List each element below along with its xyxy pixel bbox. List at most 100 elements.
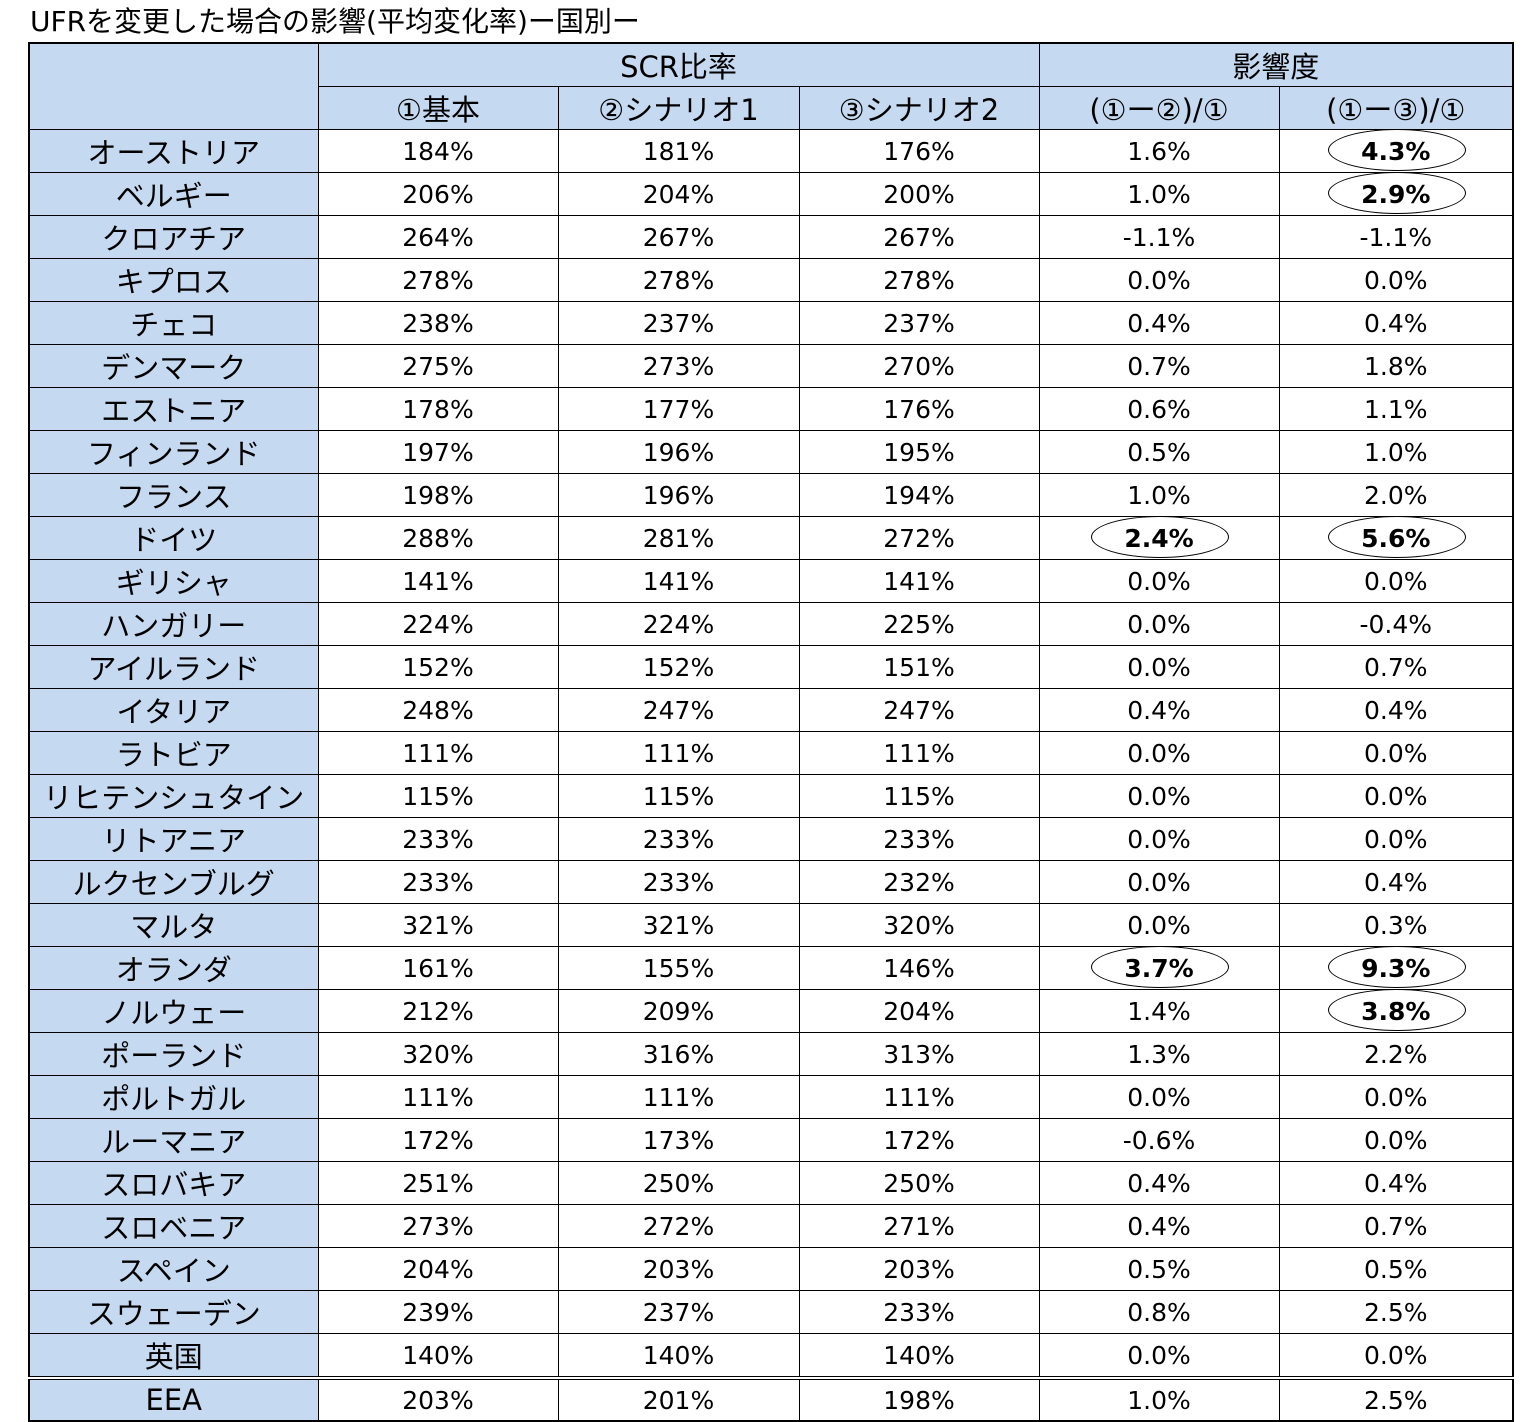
value-cell: 0.5% — [1038, 430, 1280, 474]
value-cell: 272% — [798, 516, 1040, 560]
value-cell: 0.0% — [1038, 559, 1280, 603]
header-row: ①基本 ②シナリオ1 ③シナリオ2 (①ー②)/① (①ー③)/① — [29, 86, 1514, 130]
value-cell: 161% — [317, 946, 559, 990]
value-cell: 264% — [317, 215, 559, 259]
value-cell: 9.3% — [1278, 946, 1514, 990]
value-cell: 0.0% — [1038, 1333, 1280, 1379]
total-value: 198% — [798, 1376, 1040, 1422]
value-cell: -1.1% — [1278, 215, 1514, 259]
value-cell: 140% — [317, 1333, 559, 1379]
value-cell: 197% — [317, 430, 559, 474]
value-cell: 2.2% — [1278, 1032, 1514, 1076]
value-cell: 5.6% — [1278, 516, 1514, 560]
value-cell: 271% — [798, 1204, 1040, 1248]
value-cell: 176% — [798, 129, 1040, 173]
data-row: キプロス 278% 278% 278% 0.0% 0.0% — [28, 258, 1514, 302]
value-cell: 140% — [557, 1333, 800, 1379]
value-cell: 204% — [317, 1247, 559, 1291]
data-row: クロアチア 264% 267% 267% -1.1% -1.1% — [28, 215, 1514, 259]
value-cell: 196% — [557, 430, 800, 474]
value-cell: 212% — [317, 989, 559, 1033]
value-cell: -0.4% — [1278, 602, 1514, 646]
value-cell: 152% — [317, 645, 559, 689]
value-cell: 1.0% — [1278, 430, 1514, 474]
value-cell: 141% — [557, 559, 800, 603]
value-cell: 320% — [317, 1032, 559, 1076]
country-name: オランダ — [28, 946, 319, 990]
value-cell: 0.0% — [1038, 860, 1280, 904]
value-cell: 111% — [798, 731, 1040, 775]
value-cell: 0.0% — [1038, 258, 1280, 302]
value-cell: 206% — [317, 172, 559, 216]
value-cell: 0.0% — [1278, 559, 1514, 603]
value-cell: 2.4% — [1038, 516, 1280, 560]
value-cell: 111% — [317, 1075, 559, 1119]
data-row: ギリシャ 141% 141% 141% 0.0% 0.0% — [28, 559, 1514, 603]
value-cell: 2.9% — [1278, 172, 1514, 216]
value-cell: 1.0% — [1038, 172, 1280, 216]
country-name: 英国 — [28, 1333, 319, 1379]
value-cell: 1.1% — [1278, 387, 1514, 431]
value-cell: 209% — [557, 989, 800, 1033]
column-header: ③シナリオ2 — [798, 86, 1040, 130]
data-row: ノルウェー 212% 209% 204% 1.4% 3.8% — [28, 989, 1514, 1033]
value-cell: 178% — [317, 387, 559, 431]
column-header: ②シナリオ1 — [557, 86, 800, 130]
value-cell: 321% — [317, 903, 559, 947]
value-cell: 184% — [317, 129, 559, 173]
value-cell: 0.0% — [1038, 903, 1280, 947]
value-cell: 3.8% — [1278, 989, 1514, 1033]
value-cell: 250% — [798, 1161, 1040, 1205]
value-cell: 237% — [798, 301, 1040, 345]
data-row: ハンガリー 224% 224% 225% 0.0% -0.4% — [28, 602, 1514, 646]
value-cell: 0.0% — [1038, 645, 1280, 689]
value-cell: 0.0% — [1278, 774, 1514, 818]
value-cell: 1.6% — [1038, 129, 1280, 173]
group-header: 影響度 — [1038, 42, 1514, 87]
value-cell: 0.7% — [1278, 1204, 1514, 1248]
country-name: ドイツ — [28, 516, 319, 560]
country-name: エストニア — [28, 387, 319, 431]
value-cell: 225% — [798, 602, 1040, 646]
data-row: イタリア 248% 247% 247% 0.4% 0.4% — [28, 688, 1514, 732]
country-name: チェコ — [28, 301, 319, 345]
value-cell: 0.0% — [1278, 1333, 1514, 1379]
data-row: ドイツ 288% 281% 272% 2.4% 5.6% — [28, 516, 1514, 560]
total-value: 203% — [317, 1376, 559, 1422]
data-row: オランダ 161% 155% 146% 3.7% 9.3% — [28, 946, 1514, 990]
data-row: スロバキア 251% 250% 250% 0.4% 0.4% — [28, 1161, 1514, 1205]
data-row: アイルランド 152% 152% 151% 0.0% 0.7% — [28, 645, 1514, 689]
country-name: ベルギー — [28, 172, 319, 216]
data-row: ラトビア 111% 111% 111% 0.0% 0.0% — [28, 731, 1514, 775]
value-cell: 0.0% — [1038, 1075, 1280, 1119]
value-cell: 0.7% — [1038, 344, 1280, 388]
country-name: ラトビア — [28, 731, 319, 775]
value-cell: 3.7% — [1038, 946, 1280, 990]
value-cell: 173% — [557, 1118, 800, 1162]
value-cell: 237% — [557, 1290, 800, 1334]
value-cell: 0.7% — [1278, 645, 1514, 689]
value-cell: 172% — [798, 1118, 1040, 1162]
value-cell: 0.4% — [1038, 1204, 1280, 1248]
value-cell: 0.0% — [1038, 602, 1280, 646]
value-cell: 316% — [557, 1032, 800, 1076]
value-cell: 111% — [317, 731, 559, 775]
country-name: ポルトガル — [28, 1075, 319, 1119]
value-cell: 111% — [557, 1075, 800, 1119]
data-row: 英国 140% 140% 140% 0.0% 0.0% — [28, 1333, 1514, 1379]
country-name: クロアチア — [28, 215, 319, 259]
total-row: EEA 203% 201% 198% 1.0% 2.5% — [28, 1376, 1514, 1422]
country-name: オーストリア — [28, 129, 319, 173]
value-cell: 275% — [317, 344, 559, 388]
value-cell: 0.5% — [1038, 1247, 1280, 1291]
value-cell: 140% — [798, 1333, 1040, 1379]
data-row: リトアニア 233% 233% 233% 0.0% 0.0% — [28, 817, 1514, 861]
value-cell: 0.0% — [1038, 731, 1280, 775]
header-row: SCR比率 影響度 — [28, 42, 1514, 130]
country-name: ハンガリー — [28, 602, 319, 646]
data-row: ベルギー 206% 204% 200% 1.0% 2.9% — [28, 172, 1514, 216]
value-cell: 115% — [317, 774, 559, 818]
value-cell: 272% — [557, 1204, 800, 1248]
value-cell: 250% — [557, 1161, 800, 1205]
value-cell: 237% — [557, 301, 800, 345]
